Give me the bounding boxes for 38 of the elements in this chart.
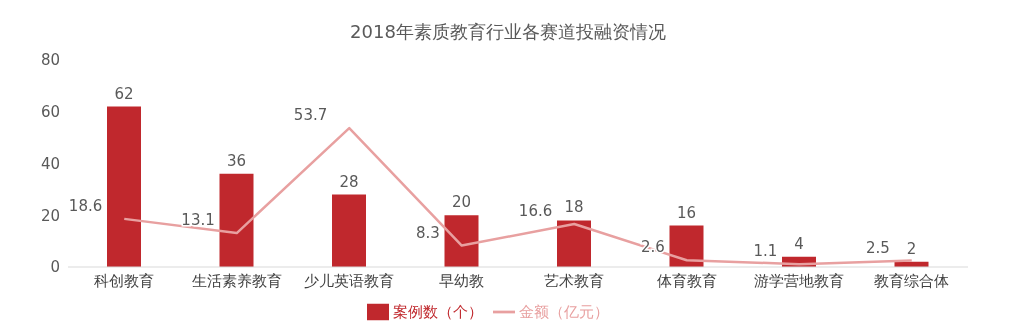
data-label: 16: [676, 203, 697, 222]
bar: [669, 225, 704, 267]
bar: [219, 173, 254, 267]
data-label: 13.1: [181, 211, 215, 230]
y-tick-label: 40: [40, 154, 60, 173]
bar: [332, 194, 366, 267]
data-label: 2.5: [865, 238, 890, 257]
x-tick-label: 教育综合体: [874, 271, 950, 290]
x-tick-label: 少儿英语教育: [304, 271, 395, 290]
y-tick-label: 0: [50, 258, 60, 277]
bar: [107, 106, 141, 267]
data-label: 28: [339, 172, 359, 191]
legend-label: 案例数（个）: [393, 302, 483, 321]
data-label: 53.7: [293, 106, 328, 125]
data-label: 4: [794, 234, 804, 253]
bar: [557, 220, 591, 267]
x-tick-label: 游学营地教育: [754, 271, 845, 290]
data-label: 20: [451, 193, 472, 212]
y-tick-label: 20: [40, 206, 60, 225]
data-label: 1.1: [753, 242, 778, 261]
x-tick-label: 早幼教: [439, 271, 485, 290]
data-label: 18.6: [68, 196, 103, 215]
y-tick-label: 60: [40, 103, 60, 122]
x-tick-label: 艺术教育: [544, 271, 605, 290]
x-tick-label: 体育教育: [656, 271, 717, 290]
data-label: 62: [114, 84, 134, 103]
data-label: 8.3: [415, 223, 440, 242]
chart-title: 2018年素质教育行业各赛道投融资情况: [349, 20, 667, 44]
data-label: 2: [906, 239, 917, 258]
x-tick-label: 科创教育: [94, 271, 155, 290]
data-label: 18: [564, 198, 584, 217]
y-tick-label: 80: [40, 51, 60, 70]
legend-label: 金额（亿元）: [519, 302, 609, 321]
line-series: [123, 126, 913, 266]
x-tick-label: 生活素养教育: [191, 271, 282, 290]
data-label: 36: [226, 151, 247, 170]
data-label: 16.6: [518, 202, 553, 221]
bar: [444, 215, 479, 267]
